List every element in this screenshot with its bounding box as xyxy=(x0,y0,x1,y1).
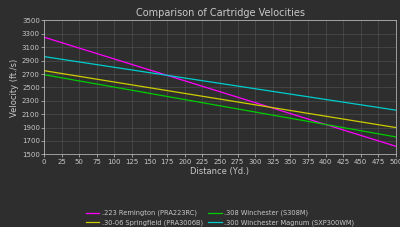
.30-06 Springfield (PRA3006B) xyxy=(333,116,338,119)
.223 Remington (PRA223RC) xyxy=(394,145,398,148)
.223 Remington (PRA223RC) xyxy=(42,36,46,39)
Line: .308 Winchester (S308M): .308 Winchester (S308M) xyxy=(44,75,396,137)
.300 Winchester Magnum (SXP300WM) xyxy=(144,71,148,74)
.30-06 Springfield (PRA3006B) xyxy=(129,83,134,86)
.308 Winchester (S308M) xyxy=(129,89,134,91)
.223 Remington (PRA223RC) xyxy=(144,67,148,70)
.300 Winchester Magnum (SXP300WM) xyxy=(333,100,338,102)
.30-06 Springfield (PRA3006B) xyxy=(42,69,46,72)
.300 Winchester Magnum (SXP300WM) xyxy=(272,90,277,93)
.308 Winchester (S308M) xyxy=(144,91,148,94)
.223 Remington (PRA223RC) xyxy=(129,63,134,66)
.300 Winchester Magnum (SXP300WM) xyxy=(42,55,46,58)
.30-06 Springfield (PRA3006B) xyxy=(272,107,277,109)
Legend: .223 Remington (PRA223RC), .30-06 Springfield (PRA3006B), .308 Winchester (S308M: .223 Remington (PRA223RC), .30-06 Spring… xyxy=(84,209,356,227)
X-axis label: Distance (Yd.): Distance (Yd.) xyxy=(190,167,250,176)
Y-axis label: Velocity (ft./s): Velocity (ft./s) xyxy=(10,58,19,116)
.308 Winchester (S308M) xyxy=(394,136,398,138)
Title: Comparison of Cartridge Velocities: Comparison of Cartridge Velocities xyxy=(136,8,304,18)
.308 Winchester (S308M) xyxy=(333,125,338,128)
.223 Remington (PRA223RC) xyxy=(272,107,277,110)
.300 Winchester Magnum (SXP300WM) xyxy=(394,109,398,111)
.30-06 Springfield (PRA3006B) xyxy=(170,90,174,93)
.308 Winchester (S308M) xyxy=(170,96,174,99)
Line: .223 Remington (PRA223RC): .223 Remington (PRA223RC) xyxy=(44,37,396,146)
.308 Winchester (S308M) xyxy=(268,114,273,116)
.223 Remington (PRA223RC) xyxy=(333,126,338,129)
.223 Remington (PRA223RC) xyxy=(170,76,174,78)
.300 Winchester Magnum (SXP300WM) xyxy=(129,69,134,71)
.300 Winchester Magnum (SXP300WM) xyxy=(170,75,174,77)
.300 Winchester Magnum (SXP300WM) xyxy=(268,90,273,92)
Line: .300 Winchester Magnum (SXP300WM): .300 Winchester Magnum (SXP300WM) xyxy=(44,57,396,110)
.30-06 Springfield (PRA3006B) xyxy=(394,126,398,129)
Line: .30-06 Springfield (PRA3006B): .30-06 Springfield (PRA3006B) xyxy=(44,71,396,128)
.30-06 Springfield (PRA3006B) xyxy=(144,86,148,89)
.223 Remington (PRA223RC) xyxy=(268,106,273,109)
.308 Winchester (S308M) xyxy=(42,73,46,76)
.308 Winchester (S308M) xyxy=(272,114,277,117)
.30-06 Springfield (PRA3006B) xyxy=(268,106,273,109)
